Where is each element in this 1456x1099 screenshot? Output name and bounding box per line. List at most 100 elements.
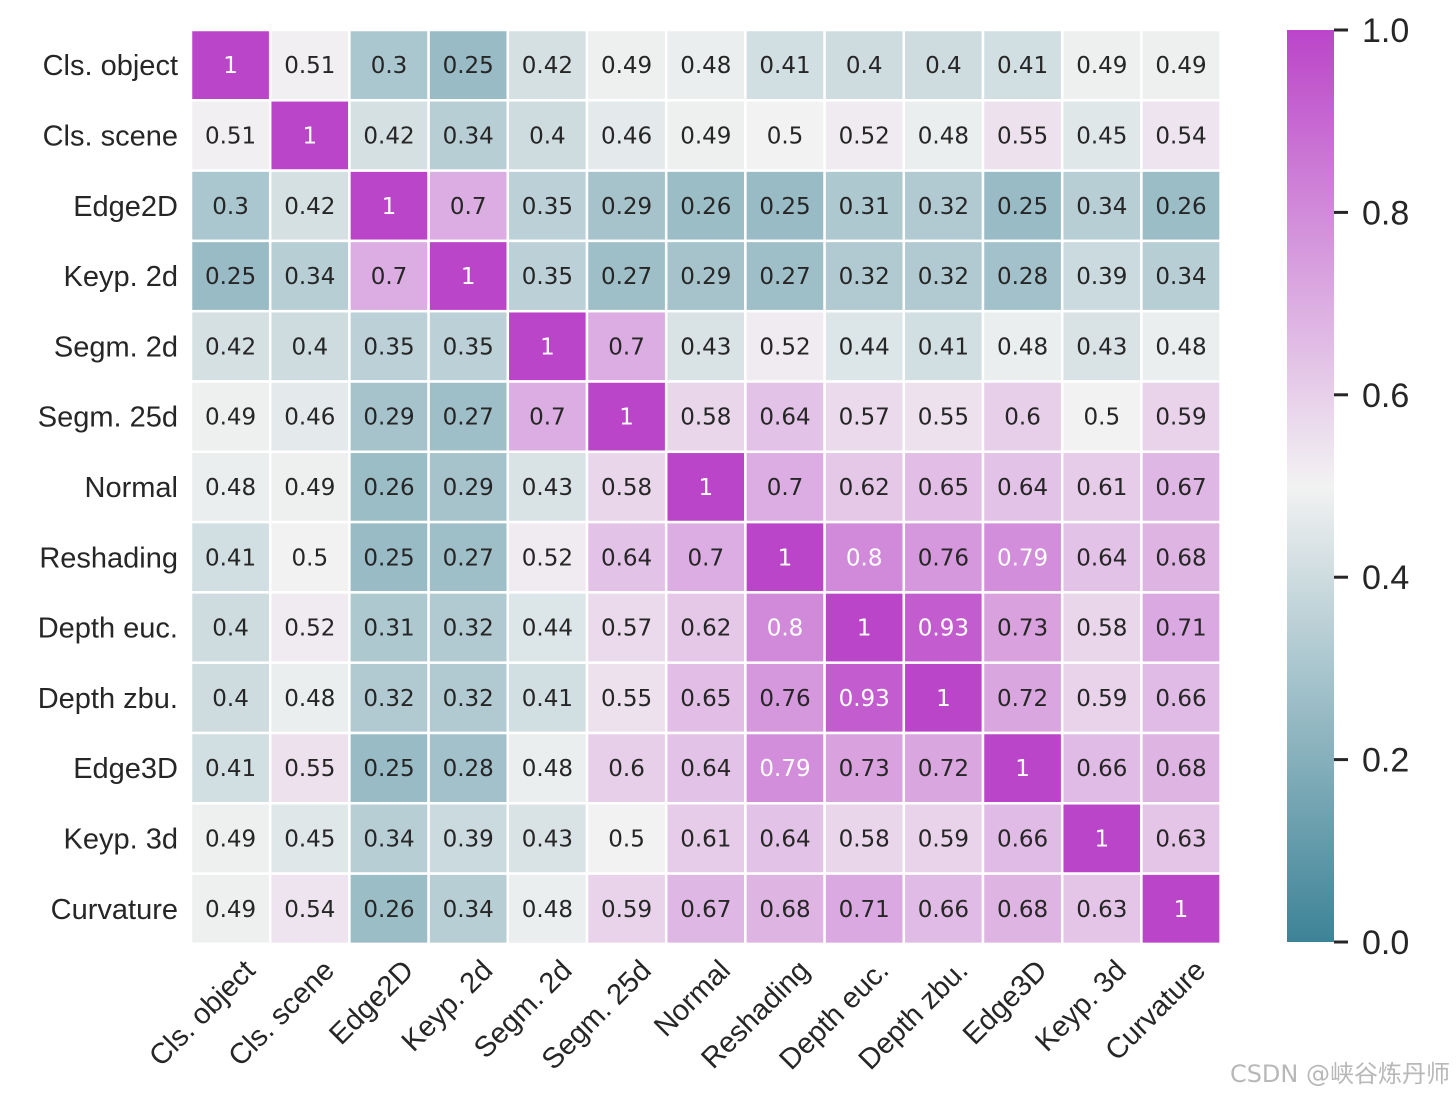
heatmap-cell: [348, 169, 430, 243]
heatmap-cell: [268, 802, 351, 875]
heatmap-cell-value: 0.45: [1076, 123, 1127, 149]
heatmap-cell-value: 0.52: [839, 123, 890, 149]
heatmap-cell: [744, 380, 826, 454]
heatmap-cell: [1140, 309, 1222, 383]
heatmap-cell-value: 0.59: [918, 826, 969, 852]
heatmap-cell-value: 1: [540, 334, 555, 360]
heatmap-cell: [189, 591, 272, 664]
heatmap-cell: [1140, 520, 1222, 594]
heatmap-cell: [189, 99, 272, 172]
y-axis-tick-label: Depth euc.: [38, 613, 178, 645]
heatmap-cell-value: 0.34: [1076, 194, 1127, 220]
heatmap-cell: [664, 450, 747, 524]
heatmap-cell-value: 0.67: [1155, 475, 1206, 501]
heatmap-cell-value: 0.7: [371, 264, 408, 290]
heatmap-cell: [427, 380, 510, 454]
heatmap-cell-value: 0.59: [601, 897, 652, 923]
heatmap-cells: [189, 28, 1222, 946]
heatmap-cell: [427, 591, 510, 664]
heatmap-cell-value: 1: [1094, 826, 1109, 852]
colorbar-tick-label: 0.8: [1362, 194, 1409, 232]
heatmap-cell: [189, 169, 272, 243]
heatmap-cell: [744, 99, 826, 172]
heatmap-cell-value: 0.26: [680, 194, 731, 220]
heatmap-cell-value: 0.26: [1155, 194, 1206, 220]
heatmap-cell-value: 0.73: [997, 616, 1048, 642]
heatmap-cell: [981, 450, 1064, 524]
heatmap-cell-value: 0.62: [839, 475, 890, 501]
heatmap-cell: [1060, 872, 1143, 946]
heatmap-cell-value: 0.73: [839, 756, 890, 782]
heatmap-cell-value: 0.27: [443, 545, 494, 571]
heatmap-cell-value: 0.63: [1076, 897, 1127, 923]
heatmap-cell-value: 0.29: [443, 475, 494, 501]
heatmap-cell-value: 1: [461, 264, 476, 290]
heatmap-cell-value: 0.58: [839, 826, 890, 852]
heatmap-cell: [348, 99, 430, 172]
heatmap-cell-value: 0.64: [759, 405, 810, 431]
heatmap-cell: [1140, 99, 1222, 172]
y-axis-tick-label: Keyp. 3d: [64, 823, 178, 855]
heatmap-cell-value: 0.42: [205, 334, 256, 360]
heatmap-cell: [1140, 169, 1222, 243]
heatmap-cell: [823, 661, 906, 735]
heatmap-cell-value: 0.42: [284, 194, 335, 220]
heatmap-cell-value: 0.49: [680, 123, 731, 149]
heatmap-cell-value: 0.32: [839, 264, 890, 290]
heatmap-cell-value: 0.28: [443, 756, 494, 782]
heatmap-cell-value: 0.64: [1076, 545, 1127, 571]
heatmap-cell-value: 0.48: [522, 897, 573, 923]
heatmap-cell: [268, 731, 351, 805]
heatmap-cell: [902, 99, 985, 172]
heatmap-cell-value: 0.46: [284, 405, 335, 431]
heatmap-cell-value: 0.32: [918, 264, 969, 290]
heatmap-cell-value: 1: [857, 616, 872, 642]
heatmap-cell-value: 0.66: [1155, 686, 1206, 712]
heatmap-cell-value: 1: [778, 545, 793, 571]
heatmap-cell-value: 0.79: [997, 545, 1048, 571]
heatmap-cell: [189, 380, 272, 454]
colorbar-tick-label: 0.6: [1362, 377, 1409, 415]
heatmap-cell-value: 0.29: [680, 264, 731, 290]
colorbar-tick-label: 1.0: [1362, 12, 1409, 50]
heatmap-cell: [427, 731, 510, 805]
heatmap-cell-value: 1: [698, 475, 713, 501]
y-axis-tick-label: Segm. 2d: [54, 331, 178, 363]
heatmap-cell-value: 0.49: [205, 897, 256, 923]
heatmap-cell: [427, 520, 510, 594]
heatmap-cell-value: 0.35: [443, 334, 494, 360]
heatmap-cell: [744, 520, 826, 594]
colorbar: 0.0 0.2 0.4 0.6 0.8 1.0: [1287, 12, 1409, 962]
heatmap-cell-value: 0.34: [443, 123, 494, 149]
heatmap-cell: [1060, 591, 1143, 664]
heatmap-cell-value: 0.31: [839, 194, 890, 220]
heatmap-cell-value: 0.52: [522, 545, 573, 571]
heatmap-cell-value: 0.43: [522, 826, 573, 852]
heatmap-cell: [1060, 380, 1143, 454]
heatmap-cell: [902, 450, 985, 524]
heatmap-cell-value: 0.48: [997, 334, 1048, 360]
colorbar-gradient: [1287, 30, 1334, 942]
y-axis-tick-label: Cls. object: [43, 50, 178, 82]
heatmap-cell-value: 0.7: [529, 405, 566, 431]
heatmap-cell-value: 0.29: [363, 405, 414, 431]
heatmap-cell-value: 0.52: [759, 334, 810, 360]
heatmap-cell: [744, 28, 826, 102]
heatmap-cell: [1060, 731, 1143, 805]
heatmap-cell: [348, 309, 430, 383]
heatmap-cell: [981, 239, 1064, 313]
heatmap-cell-value: 0.57: [601, 616, 652, 642]
heatmap-cell-value: 1: [936, 686, 951, 712]
heatmap-cell-value: 0.4: [925, 53, 962, 79]
heatmap-cell: [744, 872, 826, 946]
heatmap-cell: [189, 450, 272, 524]
heatmap-cell-value: 0.43: [1076, 334, 1127, 360]
heatmap-cell-value: 0.39: [1076, 264, 1127, 290]
heatmap-cell-value: 0.49: [205, 405, 256, 431]
heatmap-cell-value: 0.66: [997, 826, 1048, 852]
heatmap-cell-value: 0.44: [522, 616, 573, 642]
heatmap-cell-value: 0.68: [1155, 756, 1206, 782]
heatmap-cell: [1060, 802, 1143, 875]
heatmap-cell: [1140, 450, 1222, 524]
heatmap-cell-value: 0.59: [1155, 405, 1206, 431]
